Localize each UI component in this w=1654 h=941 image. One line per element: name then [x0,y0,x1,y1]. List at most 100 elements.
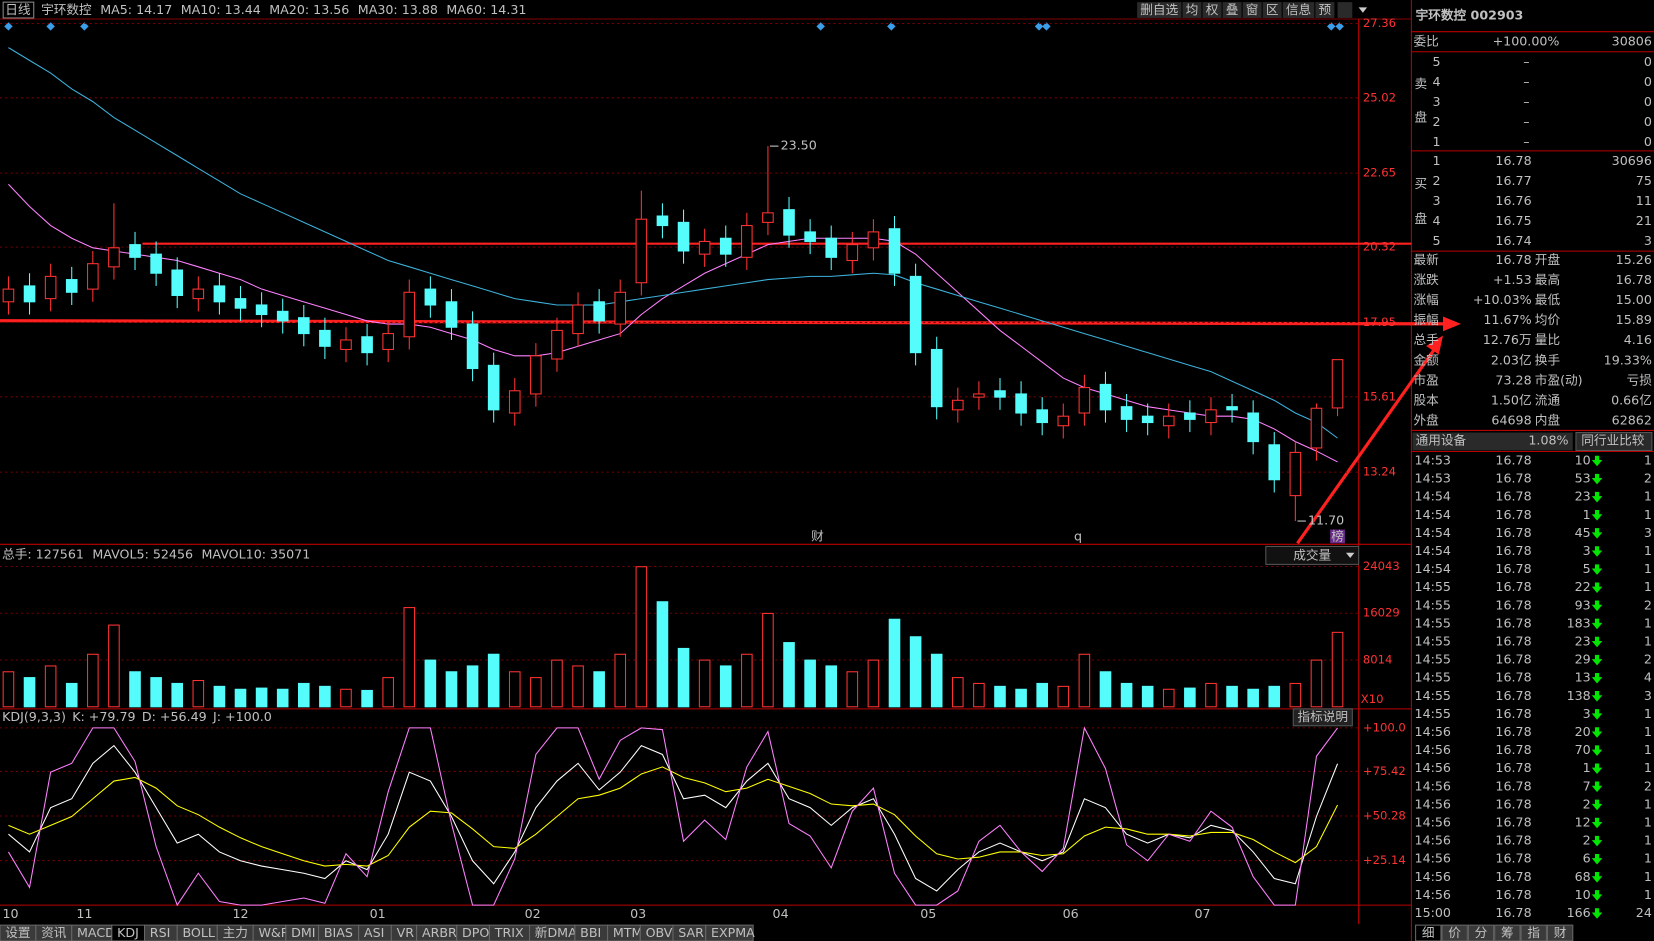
x-tick-label: 02 [525,906,541,921]
stat-value: 1.50亿 [1491,392,1532,407]
dropdown-icon[interactable] [1345,552,1355,559]
tab[interactable]: W&R [258,925,289,940]
kdj-legend: KDJ(9,3,3) [2,709,66,724]
tab[interactable]: TRIX [494,925,524,940]
volume-bar [445,671,458,708]
level: 4 [1432,74,1440,89]
stat-label: 均价 [1535,312,1561,327]
tick-time: 14:55 [1415,579,1451,594]
tab[interactable]: MACD [77,925,115,940]
ma-line [8,47,1338,439]
dropdown-icon[interactable] [1358,7,1368,13]
stat-label: 内盘 [1535,412,1561,427]
indicator-button[interactable]: 成交量 [1293,547,1331,562]
tab[interactable]: ASI [364,925,384,940]
tab[interactable]: MTM [613,925,643,940]
toolbar-button-bg[interactable] [1315,2,1335,18]
tick-price: 16.78 [1495,869,1531,884]
side-tab[interactable]: 分 [1475,925,1488,940]
toolbar-button[interactable]: 信息 [1286,2,1311,17]
toolbar-button-bg[interactable] [1137,2,1182,18]
volume-bar [129,671,141,708]
compare-button-bg[interactable] [1575,431,1653,451]
tab[interactable]: 主力 [223,925,248,940]
volume-bar [762,612,774,708]
candle-body [65,279,78,293]
toolbar-button[interactable]: 叠 [1226,2,1239,17]
event-marker[interactable]: q [1074,528,1082,543]
volume-bar [614,653,627,708]
stock-name: 宇环数控 [41,2,92,17]
volume-bar [403,607,416,708]
toolbar-button-bg[interactable] [1242,2,1262,18]
indicator-help[interactable]: 指标说明 [1297,709,1348,724]
stat-value: 64698 [1491,412,1531,427]
toolbar-button-bg[interactable] [1262,2,1282,18]
volume-bar [1331,631,1344,708]
stat-value: 62862 [1612,412,1652,427]
tab[interactable]: 设置 [5,925,30,940]
candle-body [1120,406,1133,420]
event-marker[interactable]: 榜 [1331,528,1344,543]
down-arrow [1591,763,1603,775]
tab[interactable]: BIAS [324,925,353,940]
side-tab[interactable]: 财 [1554,925,1567,940]
volume-bar [171,682,184,708]
candle-body [1226,406,1238,411]
tab[interactable]: BOLL [182,925,214,940]
tick-time: 14:55 [1415,634,1451,649]
tab[interactable]: VR [397,925,415,940]
tab[interactable]: DMI [291,925,315,940]
volume-bar [698,659,711,708]
tab[interactable]: RSI [150,925,171,940]
x-tick-label: 07 [1194,906,1210,921]
side-tab[interactable]: 价 [1448,925,1461,940]
tab[interactable]: BBI [580,925,601,940]
down-arrow [1591,853,1603,865]
side-tab[interactable]: 指 [1527,925,1540,940]
tab[interactable]: ARBR [422,925,457,940]
tab[interactable]: DPO [462,925,489,940]
stat-value: 12.76万 [1483,332,1532,347]
toolbar-button[interactable]: 删自选 [1140,2,1178,17]
toolbar-button-bg[interactable] [1282,2,1315,18]
toolbar-button[interactable]: 窗 [1246,2,1259,17]
toolbar-button-bg[interactable] [1202,2,1222,18]
candle-body [2,288,15,303]
sell-volume: 0 [1644,54,1652,69]
tick-time: 15:00 [1415,905,1451,920]
tab[interactable]: SAR [678,925,704,940]
toolbar-icon[interactable] [1337,2,1353,18]
tab[interactable]: 资讯 [41,925,67,940]
tick-count: 1 [1644,453,1652,468]
candle-body [108,247,120,268]
volume-bar [719,665,732,708]
buy-price: 16.75 [1495,213,1531,228]
candle-body [424,288,437,306]
toolbar-button[interactable]: 区 [1266,2,1279,17]
event-marker[interactable]: 财 [811,528,824,543]
tick-volume: 68 [1575,869,1591,884]
toolbar-button[interactable]: 权 [1206,2,1219,17]
toolbar-button-bg[interactable] [1182,2,1202,18]
side-tab[interactable]: 筹 [1501,925,1514,940]
tab[interactable]: KDJ [117,925,139,940]
candle-body [1141,415,1154,424]
tab[interactable]: 新DMA [535,925,577,940]
toolbar-button[interactable]: 预 [1319,2,1332,17]
indicator-help-bg[interactable] [1292,708,1353,727]
unit-label: X10 [1361,692,1384,706]
tick-time: 14:55 [1415,706,1451,721]
tab[interactable]: OBV [646,925,673,940]
toolbar-button-bg[interactable] [1222,2,1242,18]
compare-button[interactable]: 同行业比较 [1581,432,1645,447]
indicator-button-bg[interactable] [1265,545,1360,565]
volume-bar [150,677,162,708]
tab[interactable]: EXPMA [711,925,755,940]
side-tab[interactable]: 细 [1422,925,1435,940]
ma-legend: MA60: 14.31 [446,2,526,17]
industry-change: 1.08% [1528,432,1568,447]
toolbar-button[interactable]: 均 [1186,2,1199,17]
x-tick-label: 01 [370,906,386,921]
